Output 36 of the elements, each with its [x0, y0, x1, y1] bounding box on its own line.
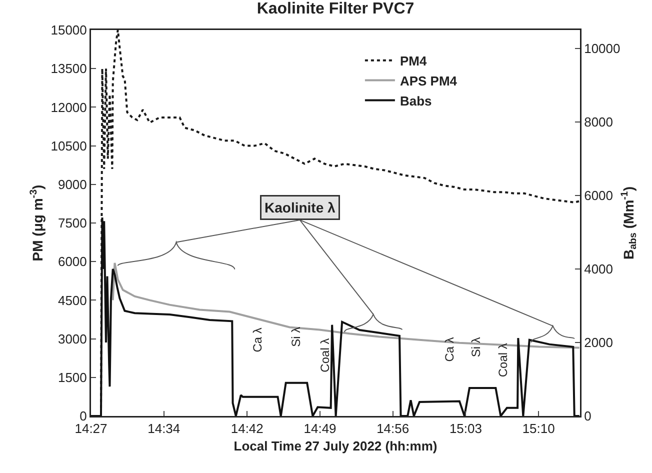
y2-tick-label: 6000 [584, 188, 614, 203]
x-axis-title: Local Time 27 July 2022 (hh:mm) [234, 438, 438, 454]
y2-tick-label: 10000 [584, 40, 620, 56]
x-tick-label: 14:34 [148, 421, 180, 436]
y-tick-label: 10500 [50, 138, 87, 154]
annotation: Ca λ [442, 337, 457, 362]
x-tick-label: 14:56 [376, 421, 410, 436]
y-tick-label: 6000 [58, 254, 87, 270]
annotation: Ca λ [250, 328, 264, 352]
legend-label: PM4 [400, 53, 428, 68]
y-tick-label: 15000 [50, 22, 87, 38]
y-tick-label: 4500 [58, 292, 87, 308]
x-tick-label: 14:27 [74, 421, 108, 436]
legend-label: APS PM4 [400, 73, 458, 88]
x-tick-label: 14:42 [230, 421, 264, 436]
y-tick-label: 12000 [50, 100, 87, 115]
annotation: Coal λ [496, 343, 510, 378]
y-tick-label: 0 [80, 408, 87, 424]
x-tick-label: 14:49 [304, 421, 336, 436]
y-tick-label: 7500 [58, 216, 87, 231]
y-tick-label: 13500 [50, 61, 87, 76]
annotation: Coal λ [318, 338, 332, 372]
y2-tick-label: 8000 [584, 114, 614, 130]
y-tick-label: 3000 [58, 331, 87, 346]
x-tick-label: 15:03 [449, 421, 482, 436]
annotation: Si λ [288, 326, 303, 347]
annotation: Kaolinite λ [264, 200, 336, 216]
y-tick-label: 1500 [58, 370, 87, 385]
y2-tick-label: 2000 [584, 335, 614, 350]
annotation: Si λ [469, 337, 484, 358]
y-tick-label: 9000 [58, 176, 87, 192]
legend-label: Babs [400, 93, 432, 108]
y2-tick-label: 4000 [584, 262, 614, 276]
x-tick-label: 15:10 [522, 421, 555, 436]
y2-tick-label: 0 [584, 408, 592, 424]
chart-title: Kaolinite Filter PVC7 [256, 0, 414, 18]
